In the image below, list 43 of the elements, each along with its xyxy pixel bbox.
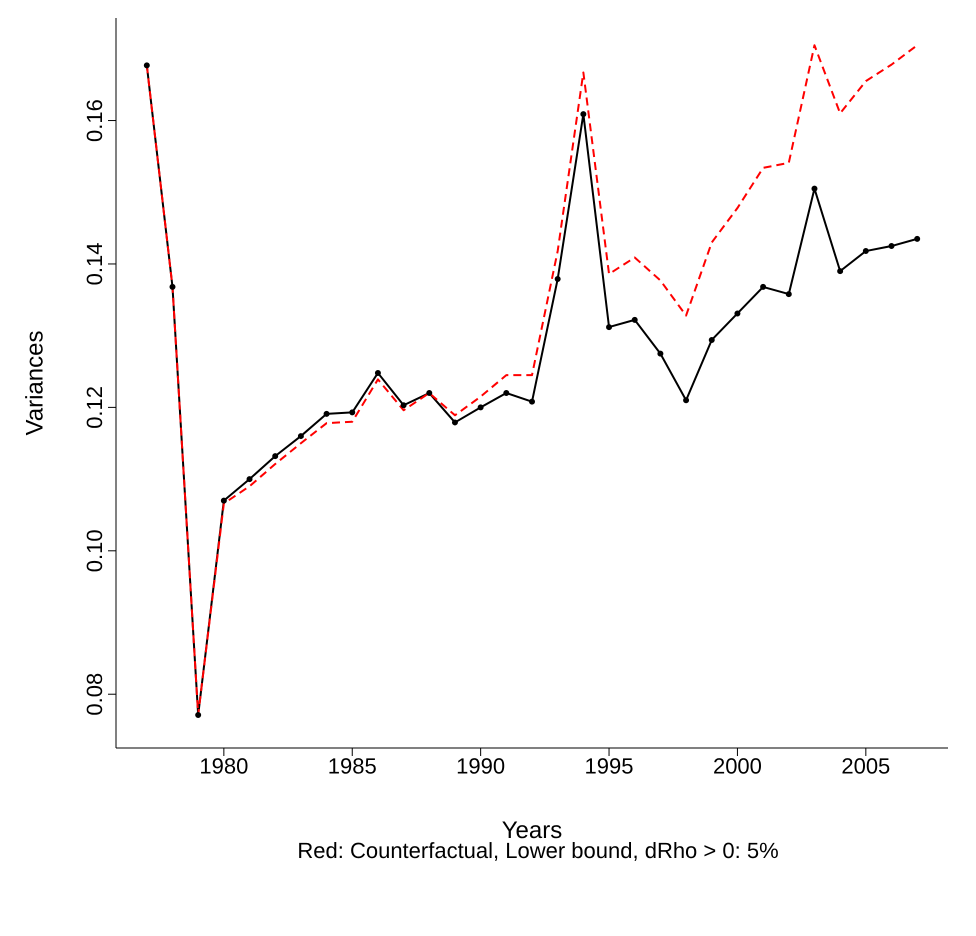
y-tick-label: 0.16 xyxy=(82,99,107,142)
point xyxy=(246,476,253,482)
point xyxy=(888,243,895,250)
x-tick-label: 1980 xyxy=(199,754,248,779)
point xyxy=(220,498,227,504)
point xyxy=(811,186,818,192)
point xyxy=(554,276,561,282)
x-tick-label: 1995 xyxy=(584,754,634,779)
y-axis-title: Variances xyxy=(22,330,49,436)
point xyxy=(324,410,330,417)
point xyxy=(657,350,664,357)
point xyxy=(144,62,150,68)
point xyxy=(298,433,304,440)
point xyxy=(349,409,356,416)
point xyxy=(452,419,458,426)
point xyxy=(529,398,535,405)
point xyxy=(914,236,920,242)
point xyxy=(374,370,381,376)
y-tick-label: 0.10 xyxy=(82,529,107,572)
point xyxy=(272,453,278,460)
point xyxy=(195,712,202,718)
point xyxy=(426,390,432,396)
point xyxy=(683,397,690,404)
point xyxy=(503,390,510,396)
point xyxy=(606,324,612,330)
point xyxy=(169,284,176,290)
point xyxy=(760,284,766,290)
point xyxy=(478,404,484,410)
point xyxy=(400,402,407,408)
point xyxy=(786,291,792,298)
point xyxy=(862,248,869,254)
point xyxy=(837,268,844,274)
point xyxy=(580,111,586,118)
point xyxy=(708,336,715,343)
x-tick-label: 1985 xyxy=(328,754,377,779)
y-tick-label: 0.12 xyxy=(82,386,107,429)
y-tick-label: 0.08 xyxy=(82,672,107,716)
x-tick-label: 1990 xyxy=(456,754,506,779)
point xyxy=(632,316,638,323)
x-tick-label: 2005 xyxy=(841,754,890,779)
y-tick-label: 0.14 xyxy=(82,242,107,286)
point xyxy=(734,310,740,316)
x-tick-label: 2000 xyxy=(712,754,762,779)
